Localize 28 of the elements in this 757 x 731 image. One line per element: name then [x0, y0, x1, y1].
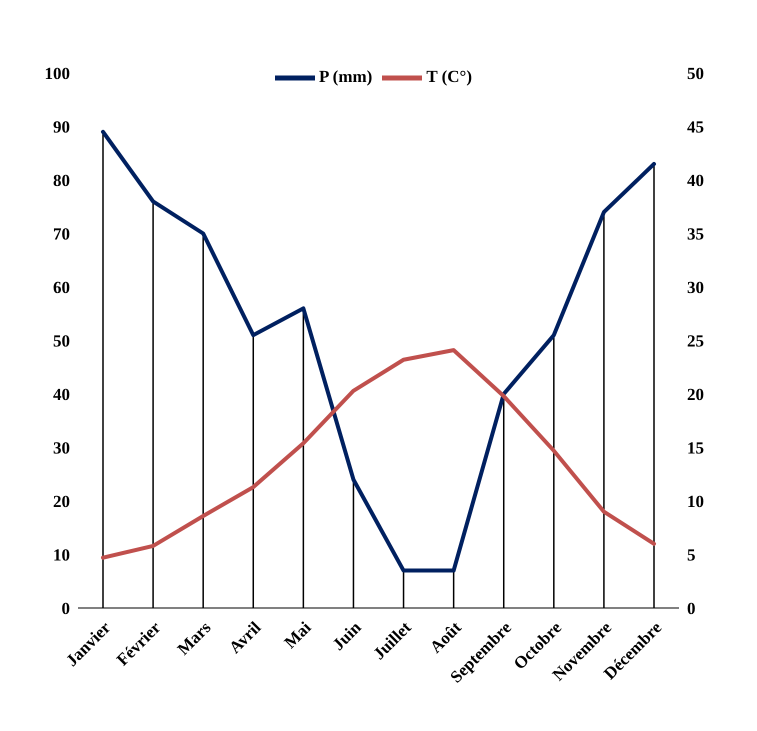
y-tick-label: 50	[53, 332, 70, 351]
x-tick-label: Mai	[280, 618, 315, 652]
y-tick-label: 30	[53, 438, 70, 458]
y2-tick-label: 10	[687, 492, 704, 512]
y-tick-label: 60	[53, 278, 70, 298]
line-series	[101, 130, 656, 573]
x-tick-label: Juin	[328, 618, 366, 654]
y-tick-label: 40	[53, 385, 70, 404]
y-tick-label: 80	[53, 171, 70, 190]
y2-tick-label: 25	[687, 332, 704, 351]
line-series	[101, 348, 656, 560]
y-tick-label: 10	[53, 546, 70, 565]
y-tick-label: 70	[53, 224, 70, 244]
y-tick-label: 90	[53, 118, 70, 137]
y2-tick-label: 15	[687, 438, 704, 458]
y2-tick-label: 50	[687, 64, 704, 84]
y2-tick-label: 40	[687, 171, 704, 190]
y-tick-label: 20	[53, 492, 70, 512]
legend-label: T (C°)	[426, 66, 472, 86]
y2-tick-label: 35	[687, 224, 704, 244]
y2-tick-label: 5	[687, 546, 696, 565]
y2-tick-label: 45	[687, 118, 704, 137]
legend-label: P (mm)	[318, 66, 372, 86]
y2-tick-label: 0	[687, 599, 696, 618]
y-tick-label: 0	[62, 599, 70, 618]
y-tick-label: 100	[44, 64, 70, 84]
y2-tick-label: 30	[687, 278, 704, 298]
y2-tick-label: 20	[687, 385, 704, 404]
